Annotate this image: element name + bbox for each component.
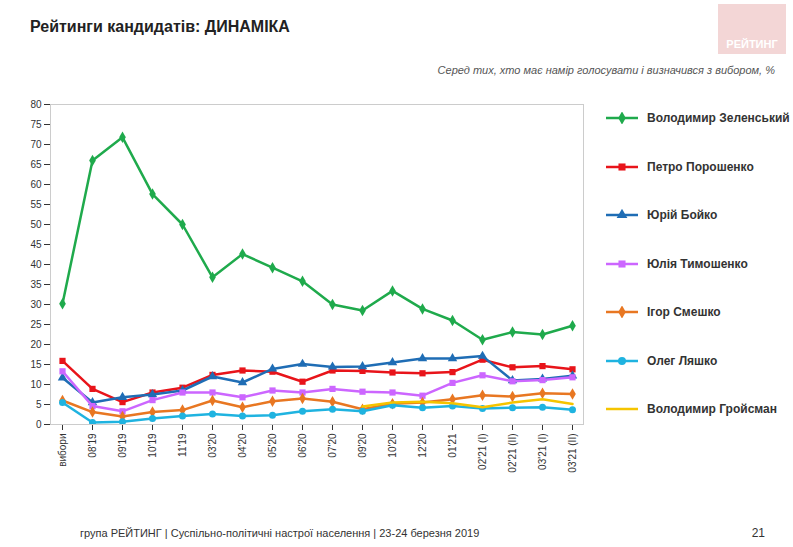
- svg-text:55: 55: [30, 199, 42, 210]
- svg-text:15: 15: [30, 359, 42, 370]
- svg-text:0: 0: [36, 419, 42, 430]
- svg-text:75: 75: [30, 119, 42, 130]
- svg-text:10'20: 10'20: [387, 433, 398, 458]
- svg-text:01'21: 01'21: [447, 433, 458, 458]
- svg-text:25: 25: [30, 319, 42, 330]
- svg-text:30: 30: [30, 299, 42, 310]
- svg-text:65: 65: [30, 159, 42, 170]
- html-text:Серед тих, хто має намір голос: Серед тих, хто має намір голосувати і ви…: [437, 64, 775, 76]
- svg-text:вибори: вибори: [57, 434, 68, 467]
- html-text:Рейтинги кандидатів: ДИНАМІКА: Рейтинги кандидатів: ДИНАМІКА: [30, 18, 290, 35]
- html-text:Юрій Бойко: Юрій Бойко: [647, 208, 718, 222]
- svg-text:35: 35: [30, 279, 42, 290]
- svg-text:5: 5: [36, 399, 42, 410]
- svg-text:10'19: 10'19: [147, 433, 158, 458]
- svg-text:03'20: 03'20: [207, 433, 218, 458]
- svg-text:02'21 (I): 02'21 (I): [477, 434, 488, 470]
- svg-text:80: 80: [30, 99, 42, 110]
- svg-text:10: 10: [30, 379, 42, 390]
- svg-text:11'19: 11'19: [177, 433, 188, 457]
- html-text:РЕЙТИНГ: РЕЙТИНГ: [726, 38, 778, 50]
- svg-text:06'20: 06'20: [297, 433, 308, 458]
- svg-text:09'20: 09'20: [357, 433, 368, 458]
- svg-text:45: 45: [30, 239, 42, 250]
- svg-text:03'21 (I): 03'21 (I): [537, 434, 548, 470]
- html-text:Олег Ляшко: Олег Ляшко: [647, 353, 718, 368]
- svg-text:02'21 (II): 02'21 (II): [507, 434, 518, 473]
- svg-text:08'19: 08'19: [87, 433, 98, 458]
- svg-text:60: 60: [30, 179, 42, 190]
- svg-text:03'21 (II): 03'21 (II): [567, 434, 578, 473]
- html-text:Юлія Тимошенко: Юлія Тимошенко: [647, 256, 748, 271]
- svg-text:20: 20: [30, 339, 42, 350]
- svg-text:70: 70: [30, 139, 42, 150]
- svg-text:09'19: 09'19: [117, 433, 128, 458]
- svg-text:40: 40: [30, 259, 42, 270]
- html-text:група РЕЙТИНГ | Суспільно-полі: група РЕЙТИНГ | Суспільно-політичні наст…: [80, 527, 480, 539]
- svg-text:12'20: 12'20: [417, 433, 428, 458]
- svg-text:04'20: 04'20: [237, 433, 248, 458]
- html-text:Володимир Зеленський: Володимир Зеленський: [647, 111, 790, 125]
- html-text:Володимир Гройсман: Володимир Гройсман: [647, 402, 777, 416]
- svg-text:50: 50: [30, 219, 42, 230]
- html-text:Петро Порошенко: Петро Порошенко: [647, 159, 754, 174]
- html-text:21: 21: [751, 526, 765, 540]
- html-text:Ігор Смешко: Ігор Смешко: [647, 305, 721, 319]
- svg-text:07'20: 07'20: [327, 433, 338, 458]
- svg-text:05'20: 05'20: [267, 433, 278, 458]
